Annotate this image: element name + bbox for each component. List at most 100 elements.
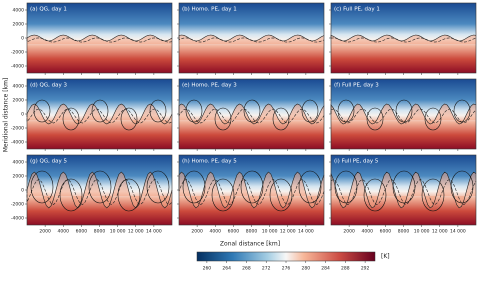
eddy-contour xyxy=(59,178,83,212)
warm-intrusion xyxy=(331,35,476,44)
panel: (f) Full PE, day 3 xyxy=(329,78,477,151)
panel: (h) Homo. PE, day 5 2000 4000 6000 8000 10 00… xyxy=(177,154,325,235)
eddy-contour xyxy=(453,99,471,123)
eddy-contour xyxy=(450,170,474,204)
panel-title: (d) QG, day 3 xyxy=(30,83,67,89)
y-tick-label: 0 xyxy=(21,112,24,118)
x-tick-label: 8000 xyxy=(94,229,106,235)
x-axis-label: Zonal distance [km] xyxy=(220,241,280,248)
x-tick-label: 14 000 xyxy=(146,229,162,235)
x-tick-label: 12 000 xyxy=(280,229,296,235)
isotherm xyxy=(178,171,325,209)
x-tick-label: 2000 xyxy=(191,229,203,235)
panel: (c) Full PE, day 1 xyxy=(329,2,477,75)
eddy-contour xyxy=(91,99,109,123)
panel-title: (i) Full PE, day 5 xyxy=(334,159,379,165)
eddy-contour xyxy=(392,170,416,204)
panel-title: (f) Full PE, day 3 xyxy=(334,83,379,89)
y-tick-label: 2000 xyxy=(13,22,25,28)
colorbar-tick-label: 260 xyxy=(203,266,212,272)
eddy-contour xyxy=(298,170,322,204)
panel: (g) QG, day 5 4000 2000 0 -2000 -4000 2000 4000… xyxy=(11,154,173,235)
colorbar-tick-label: 292 xyxy=(361,266,370,272)
isotherm xyxy=(330,179,477,205)
isotherm xyxy=(26,34,173,42)
isotherm xyxy=(330,34,477,42)
eddy-contour xyxy=(62,107,80,131)
y-tick-label: -2000 xyxy=(11,202,24,208)
panel-title: (c) Full PE, day 1 xyxy=(334,7,380,13)
y-tick-label: 2000 xyxy=(13,174,25,180)
isotherm xyxy=(330,37,477,43)
isotherm xyxy=(26,103,173,125)
colorbar-tick-label: 276 xyxy=(282,266,291,272)
panel-title: (b) Homo. PE, day 1 xyxy=(182,7,237,13)
y-tick-label: -4000 xyxy=(11,140,24,146)
eddy-contour xyxy=(211,178,235,212)
colorbar-tick-label: 264 xyxy=(222,266,231,272)
eddy-contour xyxy=(240,170,264,204)
eddy-contour xyxy=(88,170,112,204)
x-tick-label: 4000 xyxy=(362,229,374,235)
isotherm xyxy=(178,34,325,42)
panel: (i) Full PE, day 5 2000 4000 6000 8000 10 000… xyxy=(329,154,477,235)
x-tick-label: 6000 xyxy=(228,229,240,235)
eddy-contour xyxy=(334,170,358,204)
isotherm xyxy=(26,37,173,43)
eddy-contour xyxy=(337,99,355,123)
x-tick-label: 12 000 xyxy=(128,229,144,235)
panel: (e) Homo. PE, day 3 xyxy=(177,78,325,151)
isotherm xyxy=(330,103,477,125)
isotherm xyxy=(330,108,477,124)
eddy-contour xyxy=(146,170,170,204)
x-tick-label: 12 000 xyxy=(432,229,448,235)
x-tick-label: 6000 xyxy=(76,229,88,235)
eddy-contour xyxy=(149,99,167,123)
isotherm xyxy=(330,171,477,209)
colorbar-tick-label: 272 xyxy=(262,266,271,272)
y-tick-label: -2000 xyxy=(11,126,24,132)
warm-intrusion xyxy=(179,35,324,44)
x-tick-label: 6000 xyxy=(380,229,392,235)
y-axis-label: Meridional distance [km] xyxy=(3,78,10,153)
panel: (b) Homo. PE, day 1 xyxy=(177,2,325,75)
colorbar xyxy=(196,251,376,262)
isotherm xyxy=(178,179,325,205)
eddy-contour xyxy=(182,170,206,204)
eddy-contour xyxy=(243,99,261,123)
eddy-contour xyxy=(33,99,51,123)
eddy-contour xyxy=(301,99,319,123)
x-tick-label: 10 000 xyxy=(110,229,126,235)
x-tick-label: 10 000 xyxy=(262,229,278,235)
eddy-contour xyxy=(363,178,387,212)
panel: (a) QG, day 1 4000 2000 0 -2000 -4000 xyxy=(11,2,173,75)
x-tick-label: 2000 xyxy=(39,229,51,235)
eddy-contour xyxy=(366,107,384,131)
colorbar-label: [K] xyxy=(381,253,390,260)
x-tick-label: 8000 xyxy=(246,229,258,235)
colorbar-tick-label: 288 xyxy=(341,266,350,272)
panel-title: (g) QG, day 5 xyxy=(30,159,67,165)
isotherm xyxy=(178,103,325,125)
x-tick-label: 8000 xyxy=(398,229,410,235)
x-tick-label: 2000 xyxy=(343,229,355,235)
y-tick-label: 0 xyxy=(21,36,24,42)
eddy-contour xyxy=(30,170,54,204)
panel-title: (e) Homo. PE, day 3 xyxy=(182,83,237,89)
isotherm xyxy=(26,108,173,124)
eddy-contour xyxy=(424,107,442,131)
x-tick-label: 4000 xyxy=(58,229,70,235)
colorbar-tick-label: 284 xyxy=(321,266,330,272)
x-tick-label: 14 000 xyxy=(450,229,466,235)
eddy-contour xyxy=(269,178,293,212)
x-tick-label: 14 000 xyxy=(298,229,314,235)
y-tick-label: -4000 xyxy=(11,216,24,222)
panel: (d) QG, day 3 4000 2000 0 -2000 -4000 xyxy=(11,78,173,151)
x-tick-label: 10 000 xyxy=(414,229,430,235)
y-tick-label: 0 xyxy=(21,188,24,194)
y-tick-label: 4000 xyxy=(13,84,25,90)
y-tick-label: -4000 xyxy=(11,64,24,70)
panel-title: (a) QG, day 1 xyxy=(30,7,67,13)
eddy-contour xyxy=(120,107,138,131)
colorbar-tick-label: 268 xyxy=(242,266,251,272)
